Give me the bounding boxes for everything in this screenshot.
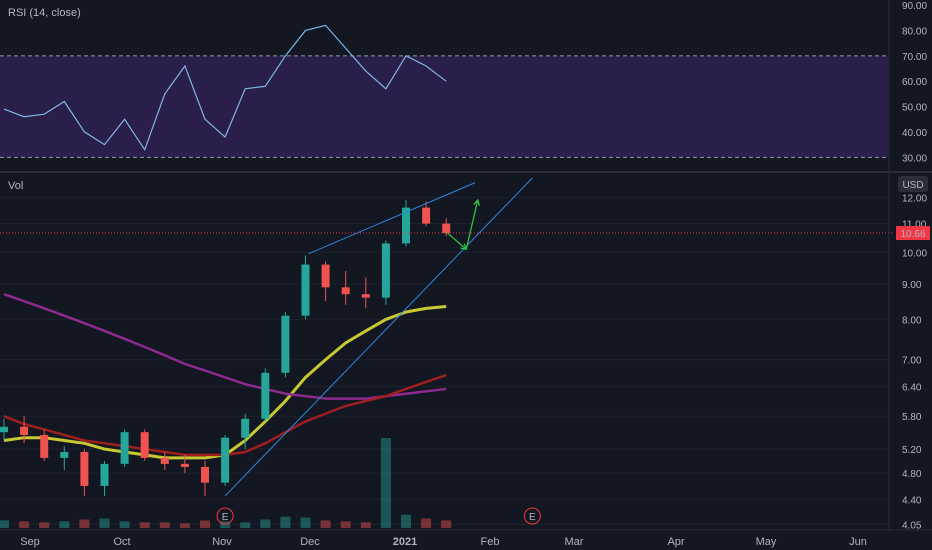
volume-bar (300, 517, 311, 528)
price-tick-label: 5.80 (902, 412, 922, 423)
time-axis-label: Mar (565, 536, 584, 548)
candle-body (442, 223, 451, 234)
rsi-tick-label: 60.00 (902, 77, 927, 88)
candle-body (201, 466, 209, 483)
rsi-tick-label: 80.00 (902, 26, 927, 37)
candle-body (0, 426, 8, 433)
time-axis-label: 2021 (393, 536, 417, 548)
rsi-band (0, 55, 888, 158)
price-tick-label: 7.00 (902, 356, 922, 367)
earnings-circle (216, 507, 234, 525)
volume-bar (200, 520, 210, 528)
volume-bar (119, 521, 130, 528)
earnings-label: E (222, 512, 229, 523)
earnings-marker: E (523, 507, 541, 525)
candle-body (301, 264, 310, 316)
last-price-tag: 10.66 (896, 226, 930, 241)
trendline (308, 182, 476, 255)
rsi-line (3, 24, 447, 152)
rsi-tick-label: 90.00 (902, 1, 927, 12)
volume-label: Vol (8, 180, 23, 192)
currency-label: USD (902, 180, 923, 191)
arrow-head (473, 198, 480, 206)
volume-bar (39, 522, 50, 528)
volume-bar (79, 519, 90, 528)
candle-body (281, 315, 290, 373)
last-price-tag-bg (896, 226, 930, 241)
candle-body (140, 432, 149, 458)
rsi-title: RSI (14, close) (8, 7, 81, 19)
candle-body (180, 463, 189, 467)
candle-body (160, 457, 169, 464)
trendline (224, 177, 533, 497)
earnings-label: E (529, 512, 536, 523)
time-axis-label: Apr (667, 536, 684, 548)
candle-body (402, 207, 410, 244)
candle-body (100, 463, 109, 486)
price-tick-label: 11.00 (902, 220, 927, 231)
volume-bar (139, 522, 150, 528)
rsi-tick-label: 50.00 (902, 103, 927, 114)
volume-bar (360, 522, 371, 528)
volume-bar (59, 521, 70, 528)
time-axis-label: Sep (20, 536, 40, 548)
time-axis-label: May (756, 536, 777, 548)
candle-body (221, 437, 230, 483)
volume-bar (0, 520, 9, 528)
earnings-circle (523, 507, 541, 525)
last-price-label: 10.66 (900, 229, 925, 240)
volume-bar (220, 521, 231, 528)
volume-bar (260, 519, 271, 528)
volume-bar (19, 521, 30, 528)
candle-body (422, 207, 431, 224)
volume-bar (159, 522, 170, 528)
currency-badge-bg (898, 176, 928, 192)
candle-body (40, 434, 49, 458)
price-tick-label: 9.00 (902, 280, 922, 291)
price-tick-label: 4.40 (902, 495, 922, 506)
candle-body (241, 418, 250, 438)
rsi-tick-label: 30.00 (902, 153, 927, 164)
rsi-tick-label: 40.00 (902, 128, 927, 139)
price-tick-label: 10.00 (902, 248, 927, 259)
candle-body (361, 294, 370, 298)
volume-bar (441, 520, 452, 528)
candle-body (120, 432, 129, 464)
volume-bar (240, 522, 251, 528)
candle-body (381, 243, 390, 298)
volume-bar (179, 523, 190, 528)
candle-body (20, 426, 29, 435)
time-axis-label: Dec (300, 536, 320, 548)
candle-body (60, 451, 69, 458)
time-axis-label: Jun (849, 536, 867, 548)
volume-bar (421, 518, 432, 528)
candle-body (321, 264, 330, 288)
earnings-marker: E (216, 507, 234, 525)
price-tick-label: 4.05 (902, 520, 922, 531)
rsi-tick-label: 70.00 (902, 52, 927, 63)
candle-body (80, 451, 89, 486)
price-tick-label: 12.00 (902, 193, 927, 204)
volume-bar (280, 516, 291, 528)
candle-body (341, 287, 350, 295)
price-tick-label: 5.20 (902, 445, 922, 456)
time-axis-label: Oct (113, 536, 130, 548)
volume-bar (380, 438, 391, 528)
volume-bar (99, 518, 110, 528)
moving-average-purple (3, 293, 447, 400)
candle-body (261, 372, 270, 419)
volume-bar (340, 521, 351, 528)
price-tick-label: 8.00 (902, 315, 922, 326)
time-axis-label: Feb (481, 536, 500, 548)
price-tick-label: 4.80 (902, 469, 922, 480)
volume-bar (401, 514, 411, 528)
time-axis-label: Nov (212, 536, 232, 548)
price-tick-label: 6.40 (902, 383, 922, 394)
currency-badge[interactable]: USD (898, 176, 928, 192)
volume-bar (320, 520, 331, 528)
arrow-line (465, 199, 479, 250)
arrow-line (445, 231, 467, 250)
